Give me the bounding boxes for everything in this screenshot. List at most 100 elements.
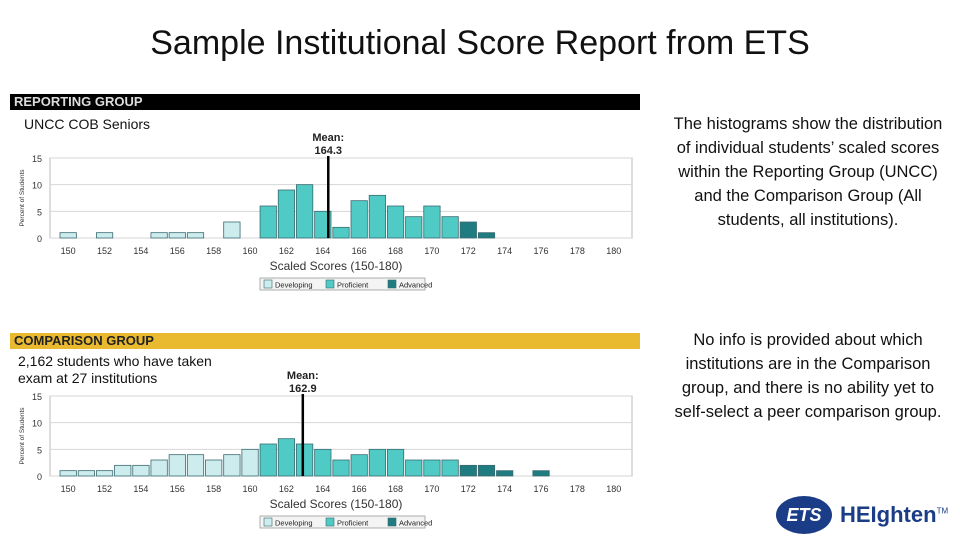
- histogram-bar: [423, 459, 441, 477]
- histogram-bar: [405, 216, 423, 239]
- x-tick-label: 166: [352, 484, 367, 494]
- y-tick-label: 10: [32, 181, 42, 191]
- legend-swatch: [387, 517, 397, 527]
- heighten-wordmark: HEIghten: [840, 502, 937, 527]
- x-tick-label: 168: [388, 246, 403, 256]
- histogram-bar: [459, 464, 477, 477]
- histogram-bar: [405, 459, 423, 477]
- y-tick-label: 5: [37, 445, 42, 455]
- histogram-bar: [205, 459, 223, 477]
- histogram-bar: [314, 448, 332, 477]
- logo: ETS HEIghtenTM: [776, 496, 948, 534]
- histogram-bar: [423, 205, 441, 239]
- legend-label: Developing: [275, 519, 313, 528]
- comparison-histogram: 0 5 10 15 Percent of Students 150 152 154 156 158…: [19, 370, 633, 529]
- y-tick-label: 0: [37, 234, 42, 244]
- reporting-histogram: 0 5 10 15 Percent of Students 150 152 154 156 158…: [19, 132, 633, 291]
- x-tick-label: 154: [133, 246, 148, 256]
- x-tick-label: 162: [279, 484, 294, 494]
- mean-label: Mean:: [312, 132, 344, 144]
- histogram-bar: [114, 464, 132, 477]
- histogram-bar: [95, 470, 114, 477]
- x-tick-label: 156: [170, 484, 185, 494]
- x-tick-label: 174: [497, 246, 512, 256]
- histogram-bar: [350, 200, 368, 239]
- histogram-bar: [186, 454, 205, 477]
- legend-swatch: [325, 517, 335, 527]
- histogram-bar: [77, 470, 95, 477]
- x-tick-label: 152: [97, 246, 112, 256]
- x-tick-label: 156: [170, 246, 185, 256]
- histogram-bar: [150, 232, 168, 239]
- plot-area: [49, 157, 633, 239]
- histogram-bar: [259, 443, 277, 477]
- mean-value: 162.9: [289, 383, 317, 395]
- x-tick-label: 176: [534, 484, 549, 494]
- x-tick-label: 180: [606, 484, 621, 494]
- x-tick-label: 160: [243, 246, 258, 256]
- histogram-bar: [277, 438, 296, 477]
- trademark-mark: TM: [936, 506, 949, 516]
- histogram-bar: [368, 448, 386, 477]
- histogram-bar: [368, 194, 386, 239]
- comparison-note-line2: exam at 27 institutions: [18, 370, 158, 386]
- histogram-bar: [386, 448, 405, 477]
- x-tick-label: 174: [497, 484, 512, 494]
- mean-label: Mean:: [287, 370, 319, 382]
- x-tick-label: 160: [243, 484, 258, 494]
- histogram-bar: [314, 210, 332, 239]
- legend-swatch: [263, 517, 273, 527]
- x-tick-label: 164: [315, 484, 330, 494]
- legend-label: Developing: [275, 281, 313, 290]
- histogram-bar: [223, 454, 241, 477]
- y-tick-label: 0: [37, 472, 42, 482]
- histogram-bar: [332, 226, 350, 239]
- x-tick-label: 166: [352, 246, 367, 256]
- comparison-group-band: COMPARISON GROUP: [10, 333, 640, 349]
- histogram-bar: [59, 470, 77, 477]
- page-title: Sample Institutional Score Report from E…: [150, 24, 810, 62]
- histogram-bar: [95, 232, 114, 239]
- reporting-group-band: REPORTING GROUP: [10, 94, 640, 110]
- comparison-note-line1: 2,162 students who have taken: [18, 353, 212, 369]
- y-tick-label: 5: [37, 207, 42, 217]
- histogram-bar: [296, 184, 314, 239]
- x-tick-label: 158: [206, 484, 221, 494]
- legend-label: Advanced: [399, 519, 432, 528]
- histogram-bar: [477, 464, 496, 477]
- legend-label: Proficient: [337, 281, 369, 290]
- histogram-bar: [259, 205, 277, 239]
- histogram-bar: [350, 454, 368, 477]
- histogram-bar: [532, 470, 550, 477]
- y-axis-label: Percent of Students: [19, 407, 26, 465]
- heighten-logo: HEIghtenTM: [840, 502, 948, 528]
- legend-swatch: [325, 279, 335, 289]
- comparison-group-note: 2,162 students who have taken exam at 27…: [18, 353, 212, 387]
- x-tick-label: 150: [61, 246, 76, 256]
- x-tick-label: 164: [315, 246, 330, 256]
- legend-box: [259, 515, 426, 529]
- x-axis-label: Scaled Scores (150-180): [270, 497, 403, 511]
- x-tick-label: 170: [424, 484, 439, 494]
- histogram-bar: [241, 448, 259, 477]
- x-tick-label: 162: [279, 246, 294, 256]
- legend-label: Proficient: [337, 519, 369, 528]
- ets-logo: ETS: [776, 496, 832, 534]
- y-tick-label: 15: [32, 392, 42, 402]
- y-axis-label: Percent of Students: [19, 169, 26, 227]
- x-tick-label: 172: [461, 246, 476, 256]
- histogram-bar: [168, 454, 186, 477]
- legend-swatch: [387, 279, 397, 289]
- histogram-bar: [168, 232, 186, 239]
- x-axis-label: Scaled Scores (150-180): [270, 259, 403, 273]
- x-tick-label: 154: [133, 484, 148, 494]
- x-tick-label: 158: [206, 246, 221, 256]
- histogram-bar: [441, 459, 459, 477]
- x-tick-label: 178: [570, 246, 585, 256]
- x-tick-label: 172: [461, 484, 476, 494]
- explanation-text-1: The histograms show the distribution of …: [673, 115, 943, 229]
- histogram-bar: [296, 443, 314, 477]
- y-tick-label: 10: [32, 419, 42, 429]
- histogram-bar: [150, 459, 168, 477]
- histogram-bar: [223, 221, 241, 239]
